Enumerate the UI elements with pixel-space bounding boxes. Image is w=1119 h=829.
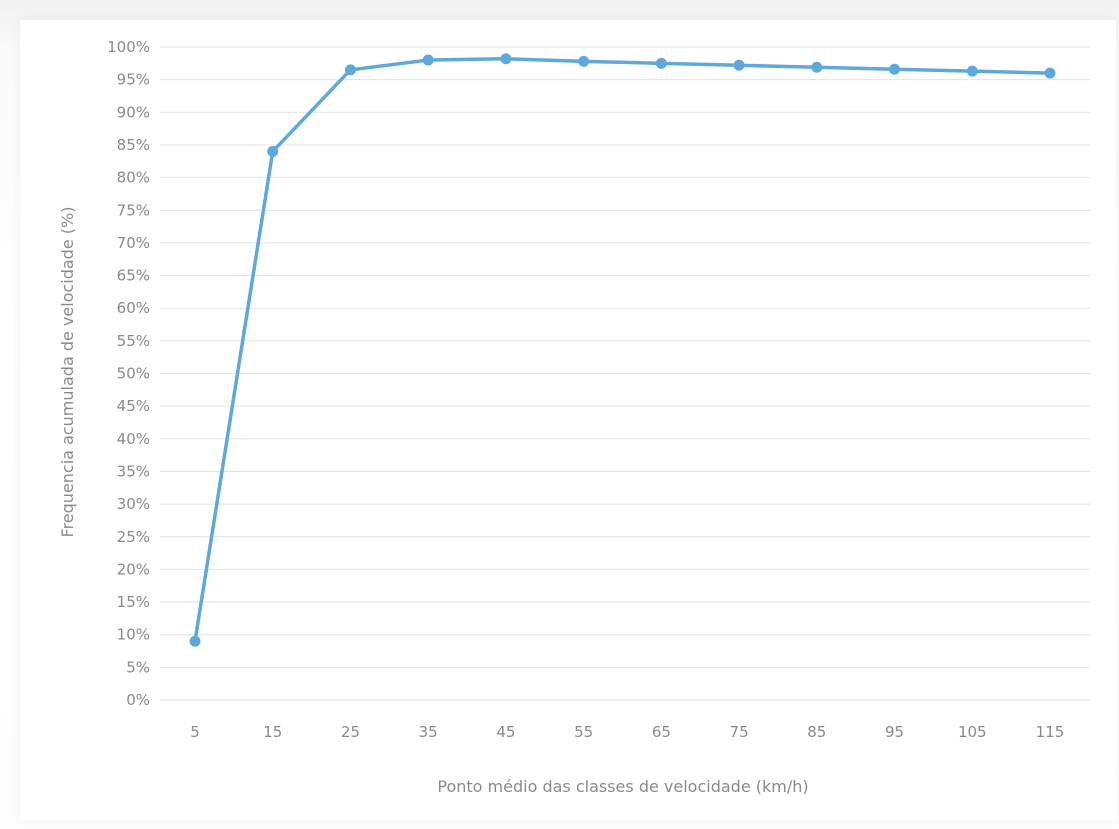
y-tick-label: 75% bbox=[117, 201, 150, 219]
x-axis-title: Ponto médio das classes de velocidade (k… bbox=[437, 777, 808, 796]
y-tick-label: 95% bbox=[117, 71, 150, 89]
chart-paper bbox=[20, 20, 1116, 820]
y-axis-ticks: 0% 5% 10% 15% 20% 25% 30% 35% 40% 45% 50% 55% 60% 65%… bbox=[107, 38, 150, 709]
data-point bbox=[500, 53, 512, 65]
x-tick-label: 25 bbox=[341, 723, 360, 741]
y-tick-label: 5% bbox=[126, 658, 150, 676]
x-tick-label: 55 bbox=[574, 723, 593, 741]
data-point bbox=[344, 64, 356, 76]
data-point bbox=[1044, 67, 1056, 79]
y-tick-label: 55% bbox=[117, 332, 150, 350]
y-tick-label: 10% bbox=[117, 626, 150, 644]
data-point bbox=[966, 65, 978, 77]
y-tick-label: 15% bbox=[117, 593, 150, 611]
y-tick-label: 30% bbox=[117, 495, 150, 513]
data-point bbox=[578, 55, 590, 67]
grid-lines bbox=[160, 46, 1090, 701]
y-tick-label: 35% bbox=[117, 462, 150, 480]
x-tick-label: 65 bbox=[652, 723, 671, 741]
x-tick-label: 85 bbox=[807, 723, 826, 741]
data-point bbox=[733, 59, 745, 71]
series-line bbox=[193, 57, 1052, 643]
x-tick-label: 115 bbox=[1036, 723, 1065, 741]
data-point bbox=[811, 61, 823, 73]
y-tick-label: 100% bbox=[107, 38, 150, 56]
x-tick-label: 5 bbox=[190, 723, 200, 741]
data-point bbox=[267, 145, 279, 157]
y-tick-label: 85% bbox=[117, 136, 150, 154]
x-axis-ticks: 5 15 25 35 45 55 65 75 85 95 105 115 bbox=[190, 723, 1064, 741]
y-tick-label: 25% bbox=[117, 528, 150, 546]
y-tick-label: 70% bbox=[117, 234, 150, 252]
x-tick-label: 95 bbox=[885, 723, 904, 741]
x-tick-label: 45 bbox=[496, 723, 515, 741]
y-tick-label: 0% bbox=[126, 691, 150, 709]
x-tick-label: 15 bbox=[263, 723, 282, 741]
y-tick-label: 45% bbox=[117, 397, 150, 415]
y-tick-label: 50% bbox=[117, 365, 150, 383]
y-tick-label: 40% bbox=[117, 430, 150, 448]
x-tick-label: 35 bbox=[419, 723, 438, 741]
data-point bbox=[889, 63, 901, 75]
x-tick-label: 105 bbox=[958, 723, 987, 741]
x-tick-label: 75 bbox=[730, 723, 749, 741]
y-tick-label: 80% bbox=[117, 169, 150, 187]
y-tick-label: 20% bbox=[117, 560, 150, 578]
y-tick-label: 60% bbox=[117, 299, 150, 317]
data-point bbox=[422, 54, 434, 66]
y-tick-label: 90% bbox=[117, 103, 150, 121]
series-layer bbox=[189, 53, 1056, 647]
data-point bbox=[655, 57, 667, 69]
y-tick-label: 65% bbox=[117, 267, 150, 285]
data-point bbox=[189, 635, 201, 647]
y-axis-title: Frequencia acumulada de velocidade (%) bbox=[58, 207, 77, 538]
